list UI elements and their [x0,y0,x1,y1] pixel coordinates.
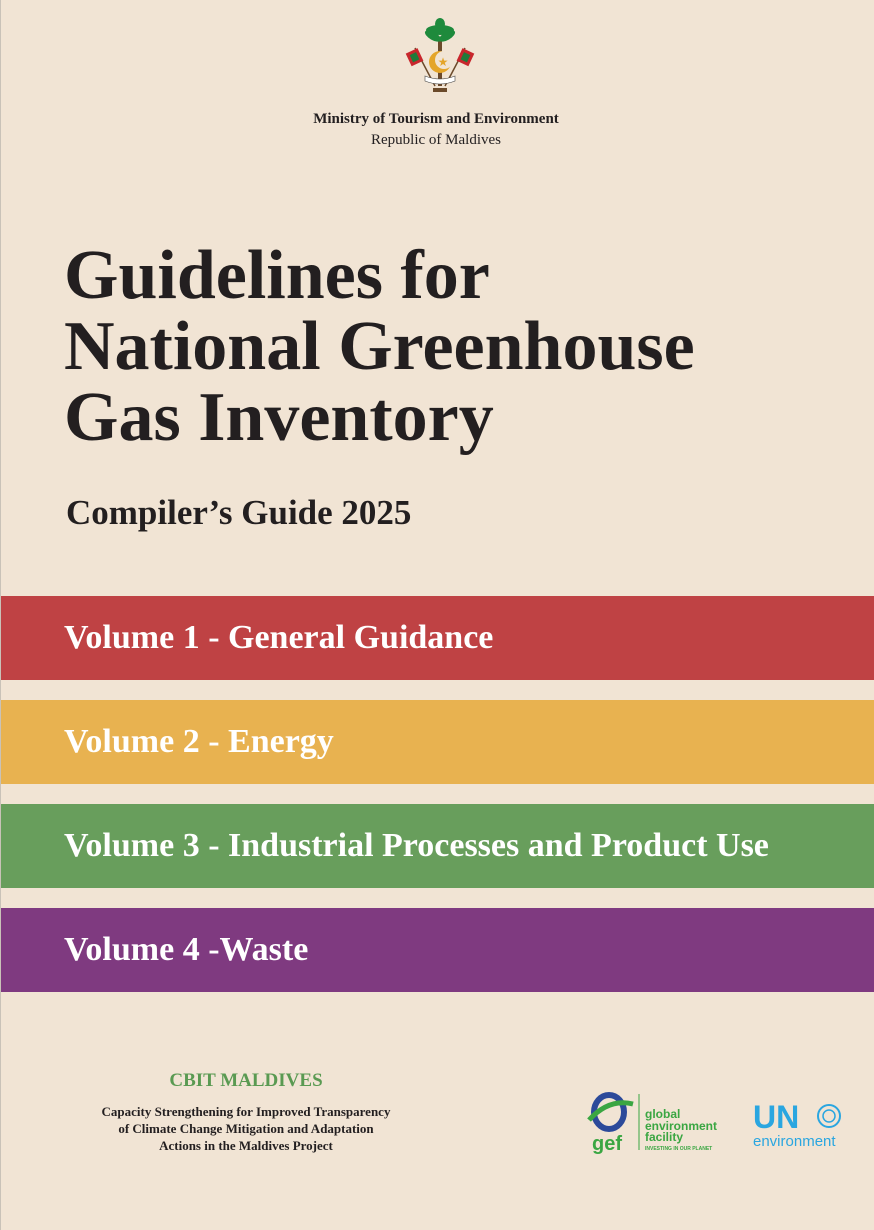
un-environment-text: environment [753,1133,836,1150]
title-line: National Greenhouse [64,308,695,385]
gef-tagline: INVESTING IN OUR PLANET [645,1146,712,1152]
document-title: Guidelines for National Greenhouse Gas I… [64,240,695,453]
cbit-title: CBIT MALDIVES [169,1070,323,1091]
svg-text:★: ★ [438,55,449,69]
title-line: Gas Inventory [64,379,494,456]
volume-2-band: Volume 2 - Energy [1,700,874,784]
volume-3-band: Volume 3 - Industrial Processes and Prod… [1,804,874,888]
ministry-name: Ministry of Tourism and Environment [313,111,559,127]
un-short: UN [753,1099,799,1135]
title-line: Guidelines for [64,237,490,314]
volume-1-band: Volume 1 - General Guidance [1,596,874,680]
gef-line: environment [645,1119,717,1133]
cbit-line: of Climate Change Mitigation and Adaptat… [118,1121,374,1136]
gef-line: global [645,1107,680,1121]
un-environment-logo: UN environment [753,1099,841,1150]
gef-line: facility [645,1130,683,1144]
cbit-line: Capacity Strengthening for Improved Tran… [101,1104,391,1119]
gef-short: gef [592,1133,622,1155]
gef-logo: gef global environment facility INVESTIN… [587,1092,717,1155]
maldives-emblem-icon: ★ [405,18,475,92]
cbit-line: Actions in the Maldives Project [159,1138,333,1153]
cbit-description: Capacity Strengthening for Improved Tran… [61,1103,431,1154]
subtitle: Compiler’s Guide 2025 [66,493,412,532]
country-name: Republic of Maldives [371,132,501,148]
volume-4-band: Volume 4 -Waste [1,908,874,992]
